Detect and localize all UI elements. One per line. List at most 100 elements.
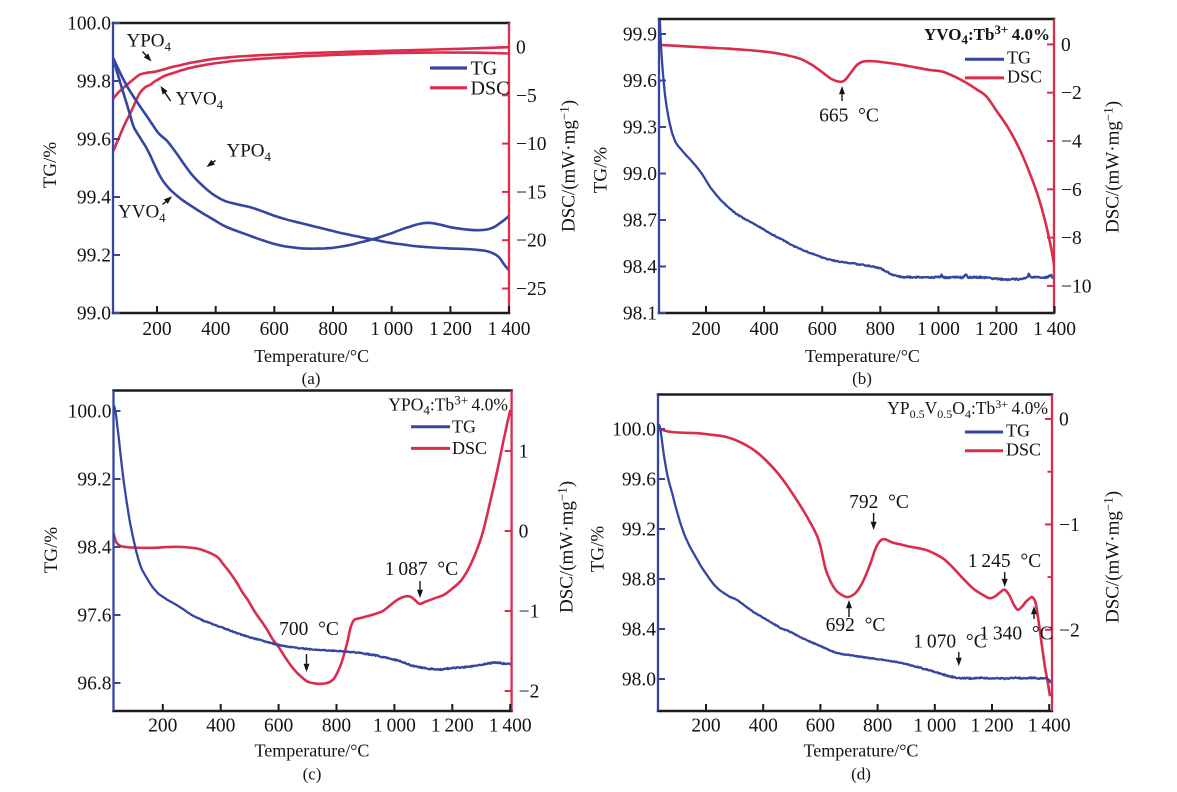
svg-text:−6: −6: [1061, 180, 1082, 201]
svg-text:800: 800: [863, 716, 892, 737]
svg-text:692 °C: 692 °C: [826, 615, 886, 636]
svg-text:400: 400: [201, 319, 230, 340]
svg-text:400: 400: [749, 319, 778, 340]
svg-text:98.7: 98.7: [623, 211, 657, 232]
svg-text:600: 600: [808, 319, 837, 340]
svg-text:98.4: 98.4: [622, 620, 656, 641]
svg-text:700 °C: 700 °C: [279, 619, 339, 640]
svg-text:DSC: DSC: [1007, 67, 1042, 87]
svg-text:99.2: 99.2: [622, 520, 656, 541]
svg-text:400: 400: [749, 716, 778, 737]
svg-text:1 400: 1 400: [488, 319, 531, 340]
svg-text:TG/%: TG/%: [588, 526, 609, 573]
svg-text:99.2: 99.2: [77, 246, 111, 267]
svg-text:665 °C: 665 °C: [819, 106, 879, 127]
svg-text:98.4: 98.4: [77, 538, 111, 559]
svg-text:DSC/(mW·mg−1): DSC/(mW·mg−1): [1101, 101, 1124, 233]
svg-text:100.0: 100.0: [612, 420, 656, 441]
svg-text:1 245 °C: 1 245 °C: [968, 551, 1041, 572]
svg-text:1 200: 1 200: [971, 716, 1014, 737]
svg-text:100.0: 100.0: [67, 14, 111, 35]
svg-text:YVO4:Tb3+ 4.0%: YVO4:Tb3+ 4.0%: [924, 22, 1050, 47]
svg-text:−5: −5: [516, 86, 537, 107]
svg-text:99.8: 99.8: [77, 72, 111, 93]
svg-text:99.9: 99.9: [623, 25, 657, 46]
svg-text:400: 400: [206, 716, 235, 737]
svg-text:200: 200: [142, 319, 171, 340]
svg-text:1 000: 1 000: [373, 716, 416, 737]
svg-text:YVO4: YVO4: [118, 202, 166, 226]
svg-text:97.6: 97.6: [77, 606, 111, 627]
svg-text:−4: −4: [1061, 132, 1082, 153]
svg-text:TG/%: TG/%: [40, 142, 61, 189]
svg-text:800: 800: [322, 716, 351, 737]
svg-text:0: 0: [1059, 410, 1069, 431]
svg-text:96.8: 96.8: [77, 674, 111, 695]
svg-text:1 340 °C: 1 340 °C: [979, 624, 1052, 645]
svg-text:DSC/(mW·mg−1): DSC/(mW·mg−1): [557, 100, 580, 232]
svg-text:1 200: 1 200: [431, 716, 474, 737]
svg-text:99.3: 99.3: [623, 118, 657, 139]
svg-text:Temperature/°C: Temperature/°C: [254, 346, 369, 366]
svg-text:99.0: 99.0: [623, 164, 657, 185]
svg-text:(d): (d): [851, 765, 871, 784]
svg-text:98.0: 98.0: [622, 670, 656, 691]
svg-text:TG: TG: [452, 417, 476, 437]
svg-text:DSC/(mW·mg−1): DSC/(mW·mg−1): [555, 481, 578, 613]
svg-text:Temperature/°C: Temperature/°C: [255, 741, 370, 761]
svg-text:1 400: 1 400: [489, 716, 532, 737]
svg-text:Temperature/°C: Temperature/°C: [805, 346, 920, 366]
svg-text:99.4: 99.4: [77, 188, 111, 209]
svg-text:0: 0: [1061, 35, 1071, 56]
svg-text:TG: TG: [471, 58, 498, 80]
svg-text:−20: −20: [516, 231, 547, 252]
svg-text:600: 600: [806, 716, 835, 737]
svg-text:100.0: 100.0: [68, 402, 112, 423]
svg-text:1 200: 1 200: [429, 319, 472, 340]
svg-text:0: 0: [519, 522, 529, 543]
svg-text:−8: −8: [1061, 228, 1082, 249]
svg-text:792 °C: 792 °C: [849, 492, 909, 513]
svg-text:−10: −10: [516, 134, 547, 155]
svg-text:−15: −15: [516, 182, 547, 203]
svg-text:−1: −1: [519, 602, 540, 623]
svg-text:−2: −2: [1061, 83, 1082, 104]
svg-text:1 200: 1 200: [975, 319, 1018, 340]
svg-text:99.2: 99.2: [77, 470, 111, 491]
svg-text:1 070 °C: 1 070 °C: [913, 632, 986, 653]
svg-text:1 087 °C: 1 087 °C: [385, 559, 458, 580]
svg-text:−2: −2: [519, 682, 540, 703]
svg-text:200: 200: [691, 319, 720, 340]
svg-text:−1: −1: [1059, 515, 1080, 536]
svg-text:DSC: DSC: [471, 77, 510, 99]
svg-text:YPO4: YPO4: [227, 141, 272, 165]
svg-text:YPO4:Tb3+ 4.0%: YPO4:Tb3+ 4.0%: [388, 393, 508, 418]
svg-text:YP0.5V0.5O4:Tb3+ 4.0%: YP0.5V0.5O4:Tb3+ 4.0%: [887, 397, 1048, 421]
svg-text:TG: TG: [1007, 48, 1031, 68]
svg-text:DSC: DSC: [1006, 440, 1041, 460]
svg-text:Temperature/°C: Temperature/°C: [804, 741, 919, 761]
svg-text:DSC: DSC: [452, 438, 487, 458]
svg-text:1 400: 1 400: [1028, 716, 1071, 737]
svg-text:98.8: 98.8: [622, 570, 656, 591]
svg-text:99.6: 99.6: [77, 130, 111, 151]
svg-text:600: 600: [264, 716, 293, 737]
svg-text:TG: TG: [1006, 421, 1030, 441]
svg-text:200: 200: [148, 716, 177, 737]
svg-text:−10: −10: [1061, 276, 1092, 297]
svg-text:98.1: 98.1: [623, 304, 657, 325]
svg-text:−2: −2: [1059, 620, 1080, 641]
svg-text:0: 0: [516, 38, 526, 59]
svg-text:1 000: 1 000: [917, 319, 960, 340]
svg-text:99.0: 99.0: [77, 304, 111, 325]
svg-text:600: 600: [260, 319, 289, 340]
svg-text:1 000: 1 000: [370, 319, 413, 340]
svg-text:98.4: 98.4: [623, 257, 657, 278]
svg-text:YPO4: YPO4: [127, 31, 172, 55]
svg-text:1: 1: [519, 442, 529, 463]
svg-text:−25: −25: [516, 279, 547, 300]
svg-text:(c): (c): [303, 765, 322, 784]
svg-text:99.6: 99.6: [622, 470, 656, 491]
svg-text:800: 800: [866, 319, 895, 340]
svg-text:DSC/(mW·mg−1): DSC/(mW·mg−1): [1101, 491, 1124, 623]
